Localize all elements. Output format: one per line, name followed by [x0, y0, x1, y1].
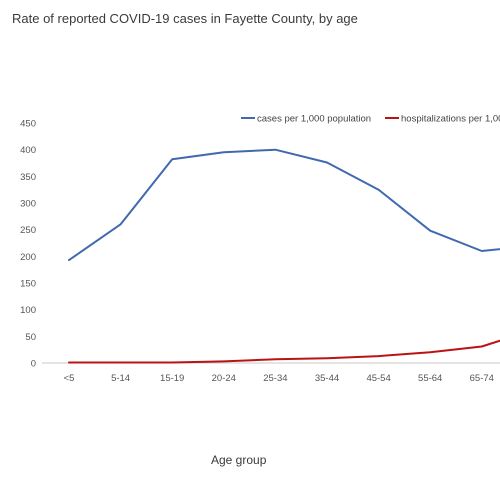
- y-tick-label: 250: [20, 225, 36, 236]
- chart-title: Rate of reported COVID-19 cases in Fayet…: [12, 11, 358, 26]
- x-tick-label: 25-34: [263, 373, 287, 384]
- y-tick-label: 100: [20, 305, 36, 316]
- x-tick-label: 55-64: [418, 373, 442, 384]
- x-tick-label: <5: [64, 373, 75, 384]
- y-tick-label: 350: [20, 172, 36, 183]
- series-lines: [68, 148, 500, 364]
- y-tick-label: 0: [31, 359, 36, 370]
- y-tick-label: 300: [20, 199, 36, 210]
- x-axis-title: Age group: [211, 453, 267, 467]
- y-tick-label: 400: [20, 145, 36, 156]
- x-tick-label: 5-14: [111, 373, 130, 384]
- y-axis-ticks: 0 50 100 150 200 250 300 350 400 450: [20, 119, 36, 370]
- series-line-1: [68, 339, 500, 364]
- series-line-0: [68, 148, 500, 262]
- legend-label: cases per 1,000 population: [257, 113, 371, 124]
- y-tick-label: 450: [20, 119, 36, 130]
- y-tick-label: 200: [20, 252, 36, 263]
- x-tick-label: 65-74: [470, 373, 494, 384]
- x-axis-ticks: <5 5-14 15-19 20-24 25-34 35-44 45-54 55-64 65-7…: [64, 373, 494, 384]
- x-tick-label: 35-44: [315, 373, 339, 384]
- y-tick-label: 150: [20, 279, 36, 290]
- x-tick-label: 45-54: [366, 373, 390, 384]
- x-tick-label: 20-24: [212, 373, 236, 384]
- x-tick-label: 15-19: [160, 373, 184, 384]
- y-tick-label: 50: [25, 332, 36, 343]
- legend-label: hospitalizations per 1,000 population: [401, 113, 500, 124]
- legend: cases per 1,000 population hospitalizatio…: [241, 113, 500, 124]
